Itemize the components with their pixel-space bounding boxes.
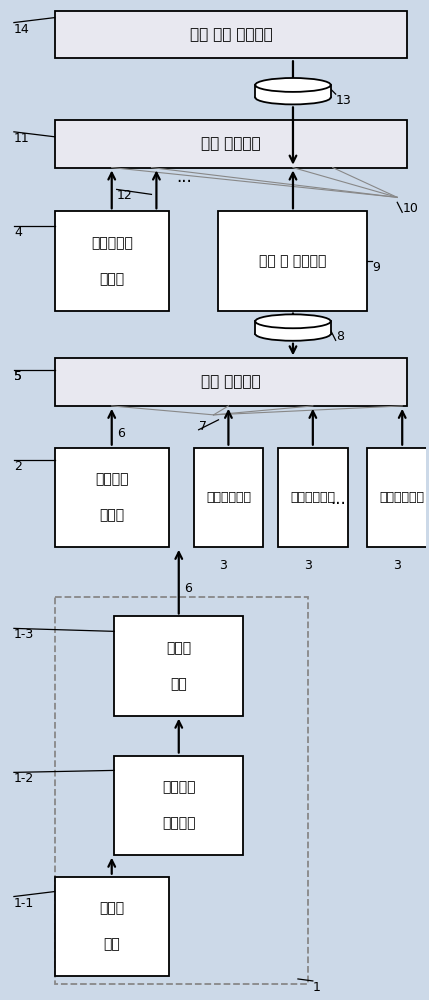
Ellipse shape <box>255 91 331 104</box>
Bar <box>218 211 368 311</box>
Text: 波长 一一 分复用器: 波长 一一 分复用器 <box>190 27 272 42</box>
Text: 7: 7 <box>199 420 207 433</box>
Text: 探测光激光器: 探测光激光器 <box>290 491 335 504</box>
Text: 驱动调: 驱动调 <box>166 641 191 655</box>
Ellipse shape <box>255 327 331 341</box>
Text: 光器: 光器 <box>103 937 120 951</box>
Bar <box>54 120 407 168</box>
Text: 4: 4 <box>14 226 22 239</box>
Text: 1-3: 1-3 <box>14 628 34 641</box>
Bar <box>193 448 263 547</box>
Text: 列发生器: 列发生器 <box>162 816 196 830</box>
Bar <box>54 358 407 406</box>
Text: 11: 11 <box>14 132 30 145</box>
Text: 激光器: 激光器 <box>99 272 124 286</box>
Ellipse shape <box>255 78 331 92</box>
Ellipse shape <box>255 314 331 328</box>
Text: 连续波长调: 连续波长调 <box>91 236 133 250</box>
Text: 3: 3 <box>393 559 401 572</box>
Text: 1-2: 1-2 <box>14 772 34 785</box>
Text: 3: 3 <box>304 559 312 572</box>
Text: 波长 分复用器: 波长 分复用器 <box>201 375 261 390</box>
Text: 掺锂光纤: 掺锂光纤 <box>95 472 128 486</box>
Text: 3: 3 <box>220 559 227 572</box>
Bar <box>255 88 331 97</box>
Text: 12: 12 <box>117 189 133 202</box>
Text: 6: 6 <box>184 582 192 595</box>
Text: 8: 8 <box>335 330 344 343</box>
Text: ...: ... <box>176 168 192 186</box>
Text: ...: ... <box>330 490 345 508</box>
Text: 探测光激光器: 探测光激光器 <box>380 491 425 504</box>
Text: 5: 5 <box>14 370 22 383</box>
Bar <box>54 597 308 984</box>
Text: 放大器: 放大器 <box>99 508 124 522</box>
Bar <box>54 877 169 976</box>
Text: 波长 分复用器: 波长 分复用器 <box>201 136 261 151</box>
Bar <box>278 448 347 547</box>
Text: 波长 一 分复用器: 波长 一 分复用器 <box>259 254 326 268</box>
Text: 制器: 制器 <box>170 677 187 691</box>
Text: 1: 1 <box>313 981 321 994</box>
Bar <box>255 324 331 334</box>
Text: 探测光激光器: 探测光激光器 <box>206 491 251 504</box>
Text: 5: 5 <box>14 370 22 383</box>
Text: 14: 14 <box>14 23 30 36</box>
Text: 6: 6 <box>117 427 124 440</box>
Bar <box>114 616 243 716</box>
Text: 2: 2 <box>14 460 22 473</box>
Text: 13: 13 <box>335 94 351 107</box>
Text: 1-1: 1-1 <box>14 897 34 910</box>
Text: 脆冲激: 脆冲激 <box>99 901 124 915</box>
Bar <box>368 448 429 547</box>
Text: 伪随机序: 伪随机序 <box>162 780 196 794</box>
Bar <box>54 448 169 547</box>
Bar <box>114 756 243 855</box>
Text: 10: 10 <box>402 202 418 215</box>
Bar <box>54 11 407 58</box>
Bar <box>54 211 169 311</box>
Text: 9: 9 <box>372 261 380 274</box>
